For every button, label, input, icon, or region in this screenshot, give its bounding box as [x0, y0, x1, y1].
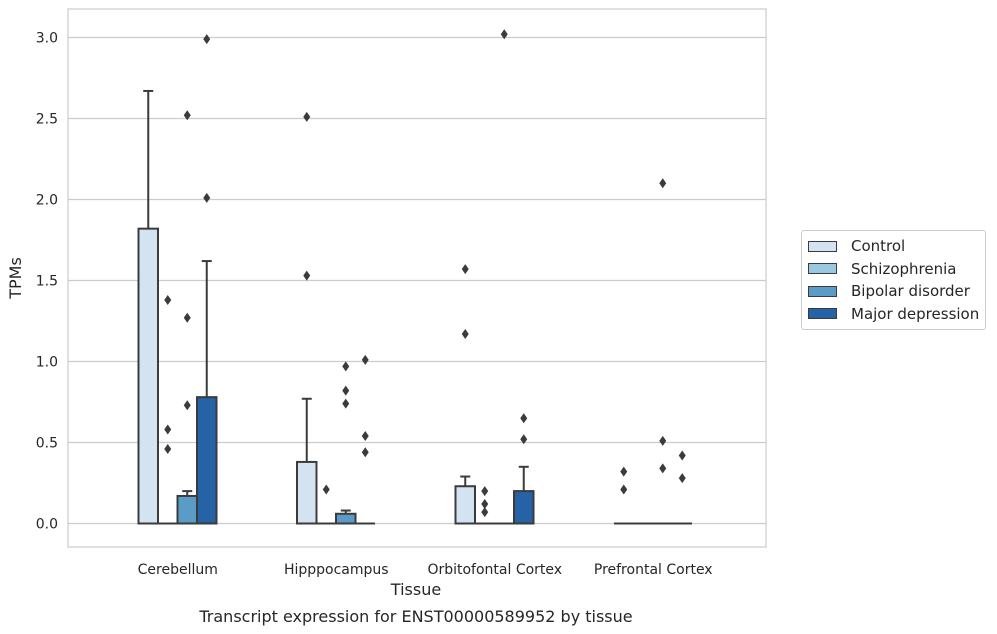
legend-swatch	[808, 285, 837, 297]
outlier-point	[520, 434, 528, 445]
outlier-point	[183, 400, 191, 411]
y-tick-label: 0.0	[36, 517, 58, 533]
outlier-point	[481, 499, 489, 510]
outlier-point	[164, 294, 172, 305]
outlier-point	[659, 435, 667, 446]
x-tick-label: Cerebellum	[138, 562, 218, 578]
outlier-point	[203, 192, 211, 203]
legend-label: Major depression	[851, 304, 980, 323]
outlier-point	[303, 111, 311, 122]
outlier-point	[183, 110, 191, 121]
legend-item: Bipolar disorder	[802, 280, 985, 303]
outlier-point	[361, 354, 369, 365]
outlier-point	[342, 385, 350, 396]
outlier-point	[164, 443, 172, 454]
y-tick-label: 3.0	[36, 31, 58, 47]
outlier-point	[461, 264, 469, 275]
y-tick-label: 2.0	[36, 193, 58, 209]
x-axis-label: Tissue	[390, 580, 441, 599]
y-gridlines	[68, 36, 766, 525]
legend-swatch	[808, 263, 837, 275]
x-tick-labels: Cerebellum Hipppocampus Orbitofontal Corte…	[138, 562, 713, 578]
bar	[454, 485, 476, 525]
y-tick-label: 1.5	[36, 274, 58, 290]
bar	[296, 460, 318, 525]
y-tick-label: 0.5	[36, 436, 58, 452]
outlier-point	[481, 486, 489, 497]
y-tick-label: 1.0	[36, 355, 58, 371]
outlier-point	[303, 270, 311, 281]
chart-caption: Transcript expression for ENST0000058995…	[198, 607, 632, 626]
legend-item: Schizophrenia	[802, 258, 985, 281]
legend-item: Control	[802, 235, 985, 258]
outlier-point	[620, 466, 628, 477]
outlier-point	[342, 361, 350, 372]
legend-label: Bipolar disorder	[851, 282, 970, 301]
outlier-point	[164, 424, 172, 435]
outlier-point	[620, 484, 628, 495]
outlier-point	[678, 473, 686, 484]
legend: Control Schizophrenia Bipolar disorder Majo…	[801, 230, 986, 330]
legend-item: Major depression	[802, 303, 985, 326]
x-tick-label: Hipppocampus	[284, 562, 389, 578]
x-tick-label: Orbitofontal Cortex	[427, 562, 562, 578]
outlier-point	[520, 413, 528, 424]
legend-swatch	[808, 308, 837, 320]
bar	[176, 494, 198, 525]
bar	[335, 512, 357, 525]
bar	[137, 227, 159, 525]
outlier-point	[461, 328, 469, 339]
y-tick-label: 2.5	[36, 112, 58, 128]
outlier-point	[342, 398, 350, 409]
x-tick-label: Prefrontal Cortex	[594, 562, 713, 578]
outlier-point	[481, 507, 489, 518]
outlier-point	[659, 178, 667, 189]
outlier-point	[500, 29, 508, 40]
outlier-point	[361, 431, 369, 442]
outlier-point	[203, 34, 211, 45]
bar	[196, 396, 218, 525]
y-axis-label: TPMs	[6, 257, 25, 300]
bar	[513, 490, 535, 525]
outlier-point	[183, 312, 191, 323]
outlier-point	[361, 447, 369, 458]
legend-label: Schizophrenia	[851, 259, 957, 278]
outlier-point	[678, 450, 686, 461]
y-tick-labels: 0.0 0.5 1.0 1.5 2.0 2.5 3.0	[36, 31, 58, 533]
outlier-point	[322, 484, 330, 495]
legend-swatch	[808, 240, 837, 252]
chart-marks	[137, 29, 692, 525]
outlier-point	[659, 463, 667, 474]
plot-frame	[67, 8, 767, 548]
legend-label: Control	[851, 237, 906, 256]
